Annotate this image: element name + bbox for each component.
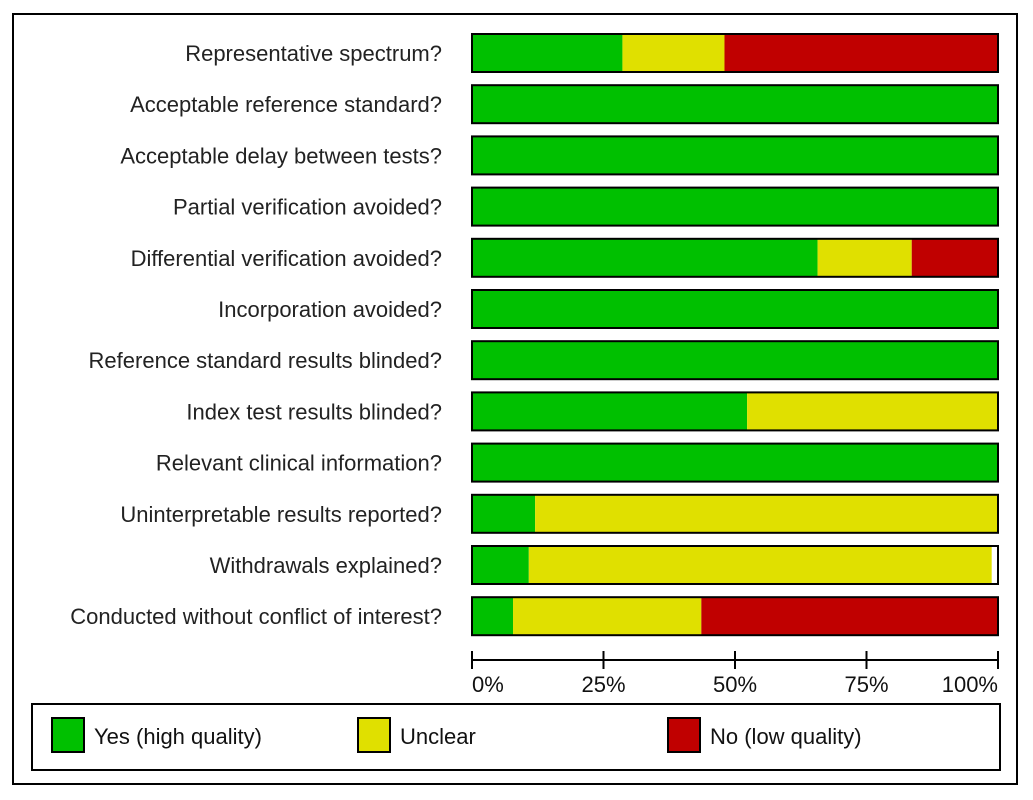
bar-outline — [471, 340, 999, 381]
category-label: Relevant clinical information? — [156, 451, 442, 476]
bar-outline — [471, 84, 999, 125]
category-label: Uninterpretable results reported? — [120, 502, 442, 527]
bar-outline — [471, 391, 999, 432]
bar-segment-unclear — [528, 546, 992, 584]
bar-outline — [471, 289, 999, 329]
legend-box — [31, 703, 1001, 771]
bar-outline — [471, 596, 999, 637]
bar-segment-yes — [472, 187, 998, 226]
bar-outline — [471, 33, 999, 73]
legend-label: No (low quality) — [710, 724, 862, 749]
category-label: Representative spectrum? — [185, 41, 442, 66]
x-axis: 0% 25% 50% 75% 100% — [471, 651, 999, 697]
bar-segment-unclear — [513, 597, 702, 636]
bar-segment-yes — [472, 546, 529, 584]
bar-segment-no — [911, 238, 998, 277]
bar-segment-yes — [472, 597, 514, 636]
x-tick-label: 75% — [844, 672, 888, 697]
bar-segment-unclear — [622, 34, 725, 72]
category-label: Index test results blinded? — [186, 399, 442, 424]
bar-segment-yes — [472, 238, 818, 277]
category-labels-group: Representative spectrum? Acceptable refer… — [70, 41, 442, 629]
bar-segment-yes — [472, 290, 998, 328]
bar-segment-yes — [472, 494, 536, 533]
bars-group — [471, 33, 999, 637]
bar-segment-yes — [472, 341, 998, 380]
bar-outline — [471, 135, 999, 176]
x-tick-label: 0% — [472, 672, 504, 697]
bar-segment-yes — [472, 85, 998, 124]
legend-swatch — [667, 717, 701, 753]
x-tick-label: 50% — [713, 672, 757, 697]
category-label: Acceptable delay between tests? — [120, 143, 442, 168]
bar-segment-unclear — [817, 238, 912, 277]
category-label: Differential verification avoided? — [131, 246, 442, 271]
legend-label: Unclear — [400, 724, 476, 749]
bar-outline — [471, 237, 999, 278]
bar-segment-yes — [472, 443, 998, 482]
bar-segment-no — [724, 34, 998, 72]
legend-swatch — [51, 717, 85, 753]
bar-segment-yes — [472, 136, 998, 175]
legend-swatch — [357, 717, 391, 753]
category-label: Reference standard results blinded? — [89, 348, 442, 373]
category-label: Incorporation avoided? — [218, 297, 442, 322]
legend-label: Yes (high quality) — [94, 724, 262, 749]
bar-outline — [471, 545, 999, 585]
category-label: Withdrawals explained? — [210, 553, 442, 578]
bar-segment-yes — [472, 392, 748, 431]
bar-segment-unclear — [535, 494, 998, 533]
bar-outline — [471, 186, 999, 227]
category-label: Acceptable reference standard? — [130, 92, 442, 117]
bar-segment-yes — [472, 34, 623, 72]
x-tick-label: 25% — [581, 672, 625, 697]
bar-segment-no — [701, 597, 998, 636]
bar-outline — [471, 493, 999, 534]
category-label: Partial verification avoided? — [173, 195, 442, 220]
legend: Yes (high quality) Unclear No (low quality… — [31, 703, 1001, 771]
bar-outline — [471, 442, 999, 483]
bar-segment-unclear — [747, 392, 998, 431]
x-tick-label: 100% — [942, 672, 998, 697]
category-label: Conducted without conflict of interest? — [70, 604, 442, 629]
